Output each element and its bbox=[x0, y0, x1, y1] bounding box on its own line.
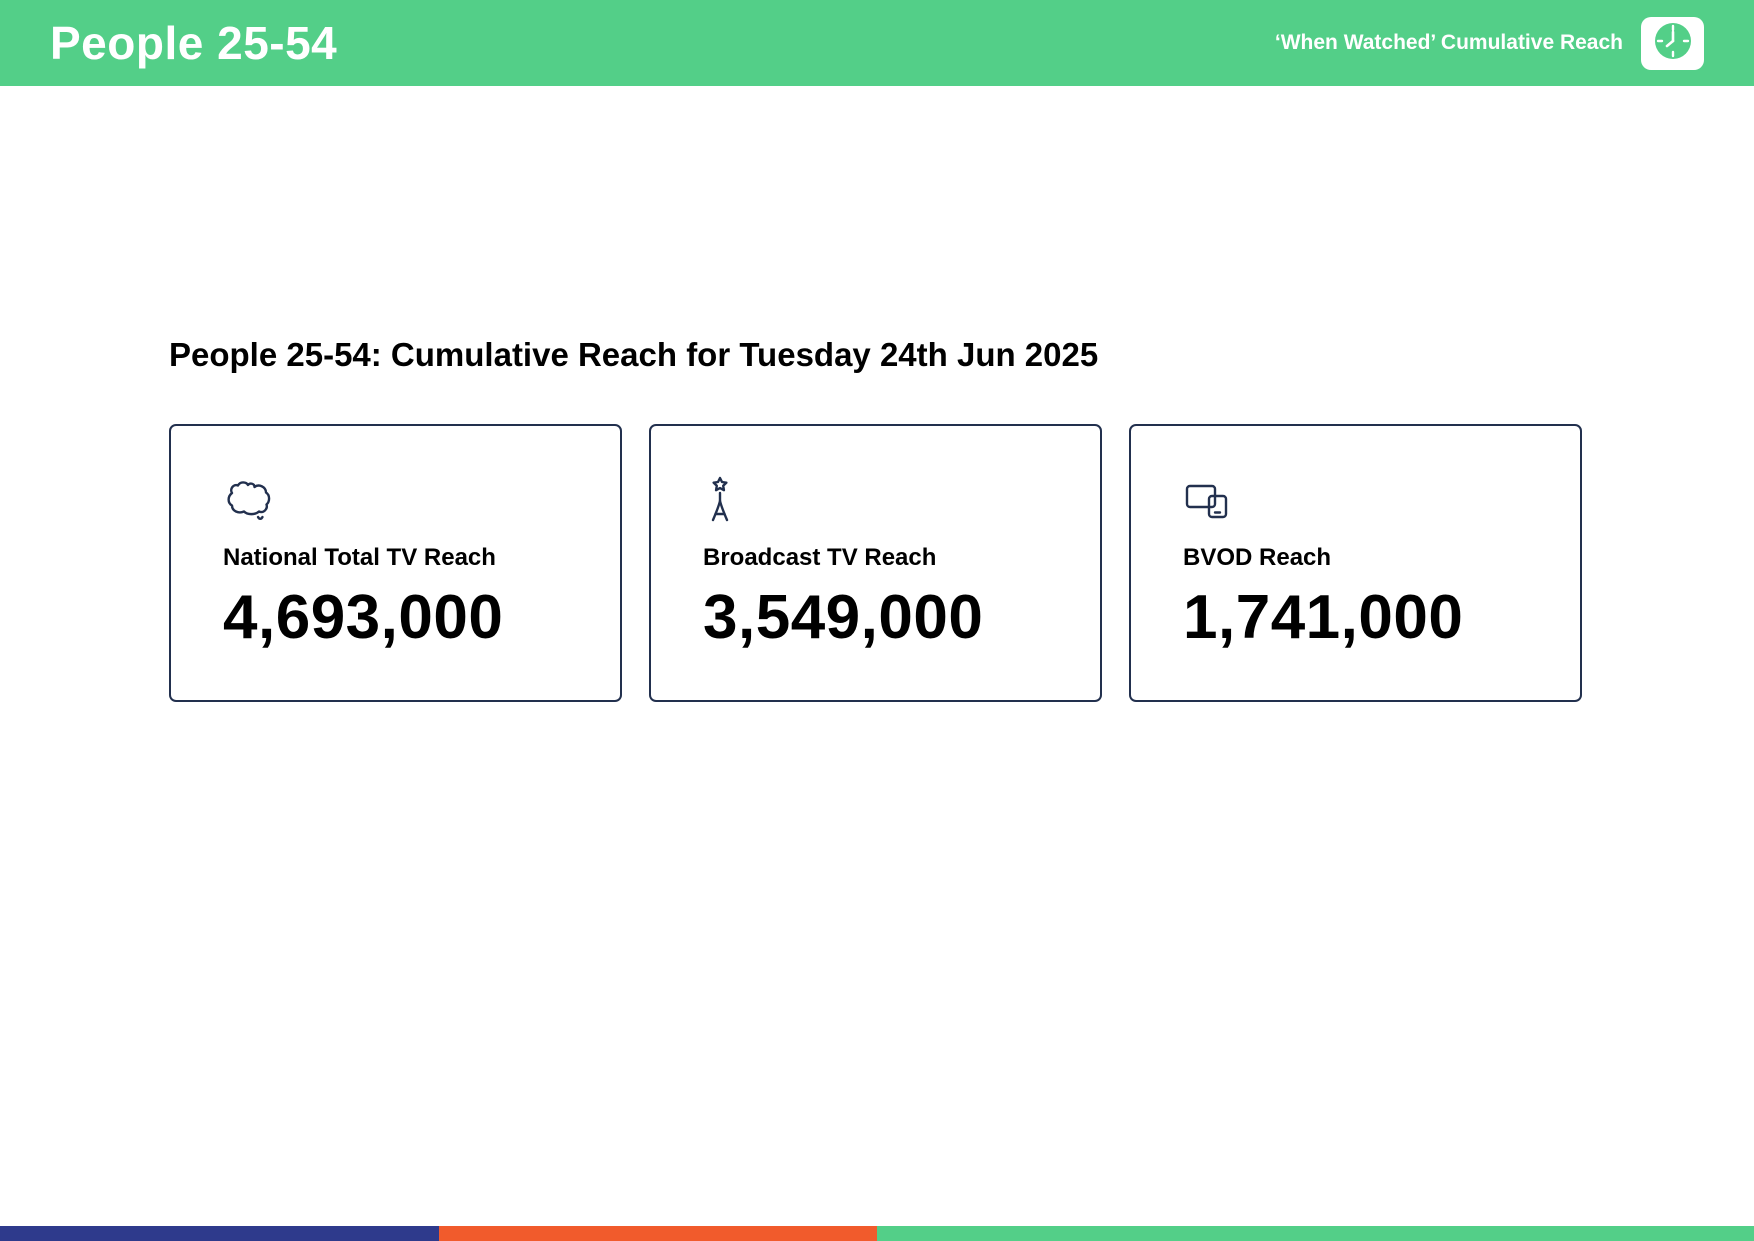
kpi-cards-row: National Total TV Reach 4,693,000 Broadc… bbox=[169, 424, 1585, 702]
card-value: 1,741,000 bbox=[1183, 583, 1464, 652]
broadcast-tower-icon bbox=[703, 476, 1050, 522]
clock-badge bbox=[1641, 16, 1704, 70]
australia-map-icon bbox=[223, 476, 570, 522]
card-bvod-reach: BVOD Reach 1,741,000 bbox=[1129, 424, 1582, 702]
footer-segment-green bbox=[877, 1226, 1754, 1241]
clock-icon bbox=[1652, 20, 1694, 67]
card-broadcast-tv-reach: Broadcast TV Reach 3,549,000 bbox=[649, 424, 1102, 702]
footer-color-bar bbox=[0, 1226, 1754, 1241]
screens-icon bbox=[1183, 476, 1530, 522]
header-bar: People 25-54 ‘When Watched’ Cumulative R… bbox=[0, 0, 1754, 86]
card-national-total-tv-reach: National Total TV Reach 4,693,000 bbox=[169, 424, 622, 702]
card-value: 3,549,000 bbox=[703, 583, 984, 652]
card-label: National Total TV Reach bbox=[223, 544, 496, 571]
header-subtitle: ‘When Watched’ Cumulative Reach bbox=[1274, 31, 1623, 54]
card-label: Broadcast TV Reach bbox=[703, 544, 937, 571]
page-title: People 25-54 bbox=[50, 17, 338, 69]
section-heading: People 25-54: Cumulative Reach for Tuesd… bbox=[169, 336, 1099, 373]
header-right: ‘When Watched’ Cumulative Reach bbox=[1274, 16, 1704, 70]
footer-segment-orange bbox=[438, 1226, 877, 1241]
card-value: 4,693,000 bbox=[223, 583, 504, 652]
card-label: BVOD Reach bbox=[1183, 544, 1332, 571]
content-area: People 25-54: Cumulative Reach for Tuesd… bbox=[0, 86, 1754, 1226]
footer-segment-navy bbox=[0, 1226, 439, 1241]
